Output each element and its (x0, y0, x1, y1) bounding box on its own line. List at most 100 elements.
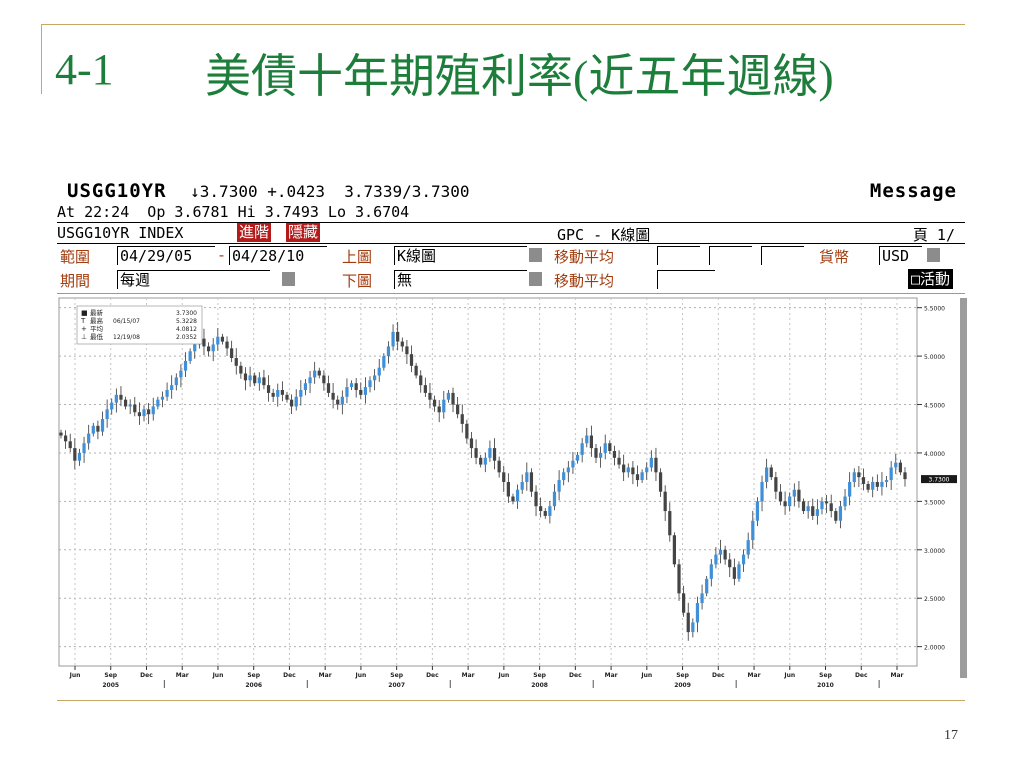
candle-body (585, 435, 589, 444)
candle-body (437, 406, 441, 413)
candle-body (317, 370, 321, 376)
candle-body (216, 336, 220, 345)
lower-chart-select[interactable]: 無 (394, 270, 527, 289)
legend-entry-value: 2.0352 (176, 334, 197, 341)
slide-section-number: 4-1 (55, 45, 114, 94)
upper-chart-select[interactable]: K線圖 (394, 246, 527, 265)
ticker-quote: ↓3.7300 +.0423 3.7339/3.7300 (190, 182, 470, 201)
candle-body (760, 482, 764, 502)
candle-body (303, 383, 308, 390)
x-tick-label: Jun (783, 672, 795, 679)
quote-detail-line: At 22:24 Op 3.6781 Hi 3.7493 Lo 3.6704 (57, 203, 410, 221)
candle-body (294, 396, 298, 407)
range-label: 範圍 (60, 248, 91, 266)
ma-input-lower[interactable] (657, 270, 715, 289)
candle-body (797, 489, 801, 502)
period-select[interactable]: 每週 (117, 270, 270, 289)
legend-entry-value: 5.3228 (176, 318, 197, 325)
active-toggle[interactable]: □活動 (907, 269, 953, 289)
candle-body (469, 438, 474, 449)
candle-body (691, 622, 695, 633)
candle-body (903, 472, 907, 480)
currency-label: 貨幣 (819, 248, 850, 266)
candle-body (110, 402, 114, 410)
ma-label-2: 移動平均 (554, 272, 615, 290)
currency-dropdown-icon[interactable] (927, 248, 940, 262)
advanced-button[interactable]: 進階 (237, 223, 272, 242)
candle-body (866, 483, 870, 490)
candle-body (543, 511, 547, 516)
candle-body (529, 472, 534, 492)
ma-input-1[interactable] (657, 246, 700, 265)
ma-label: 移動平均 (554, 248, 615, 266)
candle-body (654, 457, 658, 473)
candle-body (308, 377, 312, 384)
candle-body (811, 506, 815, 516)
decor-vertical-line (41, 24, 42, 94)
ma-input-3[interactable] (761, 246, 804, 265)
candle-body (857, 472, 861, 478)
x-tick-label: Dec (140, 672, 153, 679)
range-settings-row: 範圍 04/29/05 - 04/28/10 上圖 K線圖 移動平均 貨幣 US… (57, 245, 965, 267)
candle-body (239, 365, 243, 374)
candle-body (359, 390, 363, 395)
period-dropdown-icon[interactable] (282, 272, 295, 286)
x-tick-label: Sep (104, 672, 117, 679)
candle-body (705, 578, 709, 594)
upper-chart-dropdown-icon[interactable] (529, 248, 542, 262)
legend-symbol: ⊥ (81, 333, 87, 341)
message-button[interactable]: Message (869, 180, 957, 202)
x-year-label: 2005 (102, 682, 119, 689)
candle-body (612, 451, 617, 458)
candle-body (225, 341, 229, 349)
candle-body (363, 387, 368, 395)
candle-body (875, 482, 879, 487)
candle-body (114, 394, 118, 403)
candle-body (68, 441, 72, 449)
candle-body (751, 520, 755, 541)
candle-body (234, 358, 238, 366)
candle-body (368, 380, 372, 388)
candle-body (880, 482, 884, 487)
candle-body (815, 509, 819, 516)
candle-body (788, 496, 792, 507)
candle-body (603, 443, 607, 453)
x-year-label: 2007 (388, 682, 405, 689)
candle-body (709, 564, 713, 579)
candle-body (861, 477, 866, 484)
candle-body (765, 467, 769, 482)
candle-body (838, 506, 843, 521)
x-tick-label: Dec (283, 672, 296, 679)
candle-body (340, 396, 344, 405)
candle-body (515, 489, 520, 502)
candle-body (649, 457, 653, 468)
candle-body (133, 404, 137, 413)
candle-body (123, 399, 128, 407)
x-tick-label: Sep (247, 672, 260, 679)
chart-scrollbar (960, 298, 967, 678)
period-settings-row: 期間 每週 下圖 無 移動平均 □活動 (57, 269, 965, 294)
currency-select[interactable]: USD (879, 246, 922, 265)
index-name: USGG10YR INDEX (57, 224, 184, 242)
candle-body (834, 511, 838, 521)
y-tick-label: 2.0000 (924, 645, 945, 652)
lower-chart-dropdown-icon[interactable] (529, 272, 542, 286)
candle-body (248, 375, 252, 381)
candle-body (626, 467, 630, 473)
candle-body (594, 448, 598, 458)
y-tick-label: 2.5000 (924, 596, 945, 603)
ma-input-2[interactable] (709, 246, 752, 265)
candle-body (96, 425, 100, 432)
candle-body (682, 593, 686, 613)
candle-body (257, 377, 261, 384)
lower-chart-label: 下圖 (342, 272, 373, 290)
candle-body (741, 554, 746, 565)
candle-body (557, 480, 561, 492)
candle-body (174, 377, 178, 386)
range-to-input[interactable]: 04/28/10 (229, 246, 327, 265)
x-tick-label: Mar (176, 672, 189, 679)
hide-button[interactable]: 隱藏 (286, 223, 321, 242)
range-from-input[interactable]: 04/29/05 (117, 246, 215, 265)
candle-body (386, 346, 391, 357)
candle-body (575, 454, 580, 461)
